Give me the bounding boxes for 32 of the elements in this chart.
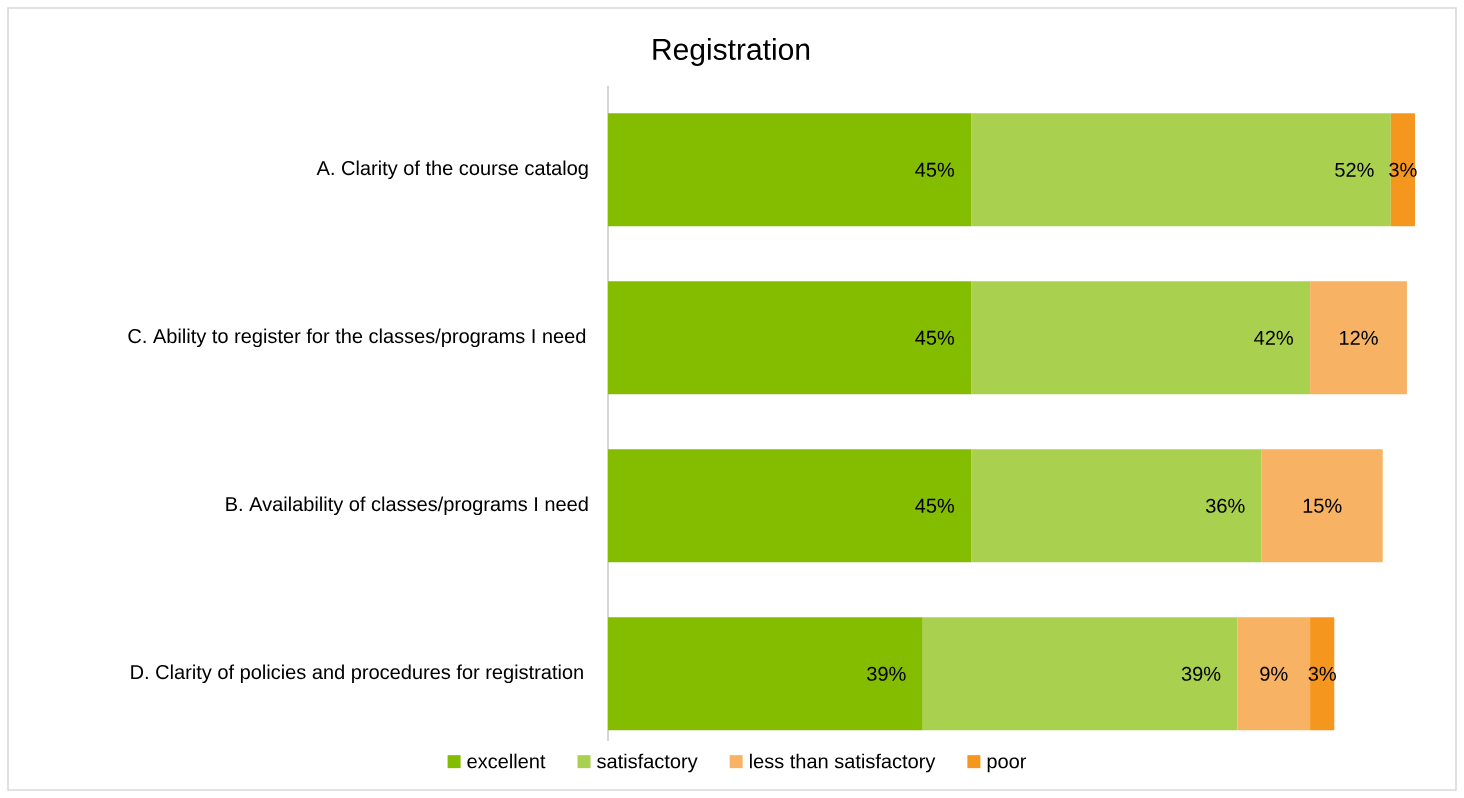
- bar: [971, 449, 1262, 563]
- y-tick-label: C. Ability to register for the classes/programs I need: [128, 328, 586, 348]
- bar: [1310, 281, 1407, 395]
- data-label: 45%: [915, 498, 955, 513]
- bar: [608, 281, 972, 395]
- legend-label: excellent: [467, 753, 546, 769]
- bar: [1390, 113, 1415, 227]
- y-tick-label: A. Clarity of the course catalog: [316, 160, 588, 180]
- data-label: 39%: [867, 666, 906, 681]
- bar: [922, 617, 1238, 731]
- data-label: 52%: [1335, 162, 1374, 177]
- data-label: 39%: [1181, 666, 1221, 681]
- bar: [608, 617, 923, 731]
- data-label: 15%: [1303, 498, 1342, 513]
- data-label: 12%: [1340, 330, 1378, 345]
- legend-label: satisfactory: [597, 753, 698, 773]
- bar: [971, 281, 1311, 395]
- bar: [1310, 617, 1335, 731]
- data-label: 45%: [915, 162, 955, 177]
- bar: [608, 113, 972, 227]
- data-label: 9%: [1260, 666, 1288, 681]
- bar: [608, 449, 972, 563]
- legend-label: less than satisfactory: [750, 753, 936, 773]
- bar: [1261, 449, 1383, 563]
- data-label: 36%: [1205, 498, 1245, 513]
- data-label: 45%: [915, 330, 955, 345]
- bar: [971, 113, 1391, 227]
- y-tick-label: D. Clarity of policies and procedures for registration: [131, 664, 583, 684]
- data-label: 42%: [1254, 330, 1293, 345]
- y-tick-label: B. Availability of classes/programs I need: [226, 496, 588, 516]
- chart-title: Registration: [653, 38, 810, 66]
- legend-label: poor: [987, 757, 1027, 773]
